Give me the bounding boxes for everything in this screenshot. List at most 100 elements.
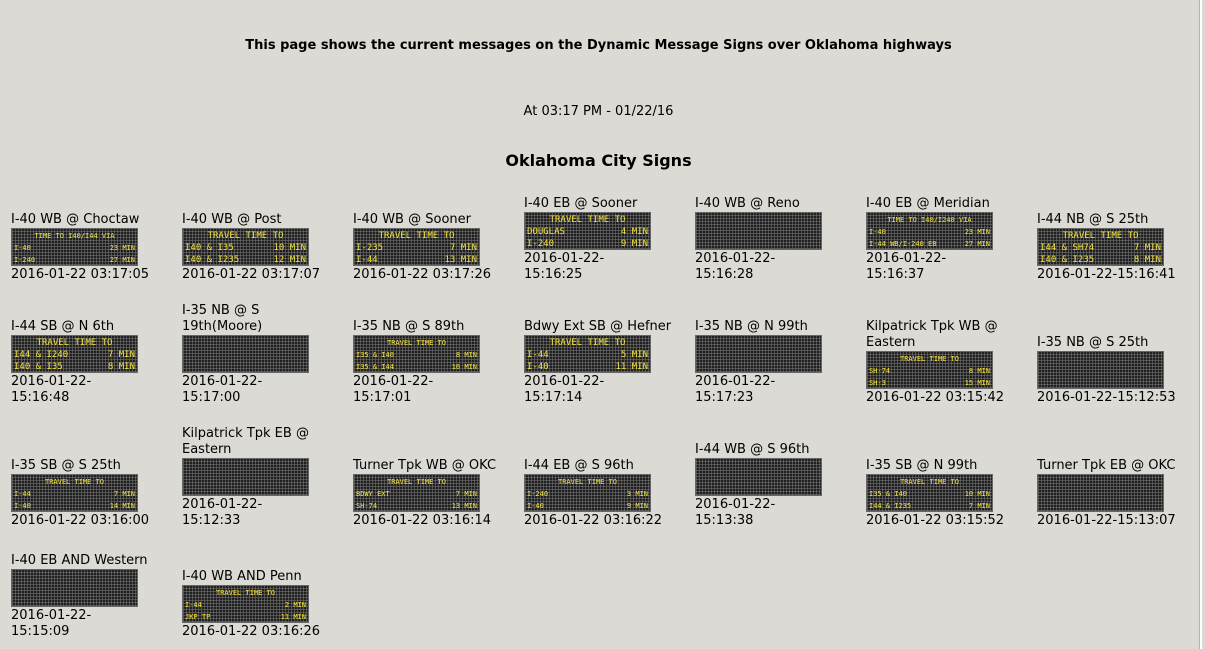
sign-line: I40 & I235 12 MIN (185, 254, 306, 265)
sign-text: I-240 (527, 239, 555, 249)
sign-text: I-40 (869, 228, 886, 236)
sign-line: I44 & I240 7 MIN (14, 349, 135, 361)
sign-line: SH-74 8 MIN (869, 365, 990, 377)
sign-line: TRAVEL TIME TO (14, 337, 135, 349)
sign-text: TRAVEL TIME TO (549, 338, 626, 348)
sign-updated-time: 2016-01-22- 15:16:37 (866, 251, 947, 282)
sign-line: TRAVEL TIME TO (356, 337, 477, 349)
sign-updated-time: 2016-01-22- 15:16:25 (524, 251, 605, 282)
sign-location: I-44 EB @ S 96th (524, 458, 634, 473)
sign-location: I-44 WB @ S 96th (695, 442, 810, 457)
sign-minutes: 11 MIN (280, 613, 306, 621)
sign-minutes: 23 MIN (964, 228, 990, 236)
sign-minutes: 14 MIN (109, 502, 135, 510)
sign-line: I44 & I235 7 MIN (869, 500, 990, 511)
sign-minutes: 5 MIN (620, 350, 648, 360)
sign-card: I-40 EB @ Meridian TIME TO I40/I240 VIA I-… (866, 196, 1037, 283)
page-intro: This page shows the current messages on … (245, 38, 952, 53)
sign-line: TRAVEL TIME TO (185, 587, 306, 599)
sign-line: I35 & I44 16 MIN (356, 361, 477, 372)
sign-text: I-240 (527, 490, 549, 498)
sign-text: I44 & I240 (14, 350, 69, 360)
sign-line: I40 & I35 8 MIN (14, 361, 135, 372)
sign-minutes: 13 MIN (444, 255, 477, 265)
sign-line: I44 & SH74 7 MIN (1040, 242, 1161, 254)
message-sign-display: TRAVEL TIME TO I-44 7 MIN I-40 14 MIN (11, 474, 138, 512)
sign-text: I35 & I40 (356, 351, 394, 359)
sign-updated-time: 2016-01-22 03:16:00 (11, 513, 150, 528)
sign-text: BDWY EXT (356, 490, 390, 498)
sign-updated-time: 2016-01-22-15:12:53 (1037, 390, 1176, 405)
message-sign-display: TIME TO I40/I44 VIA I-40 23 MIN I-240 27 MIN (11, 228, 138, 266)
sign-location: Turner Tpk EB @ OKC (1037, 458, 1176, 473)
message-sign-display (182, 335, 309, 373)
sign-text: I35 & I40 (869, 490, 907, 498)
sign-line: I-44 2 MIN (185, 599, 306, 611)
window-edge-divider (1199, 0, 1202, 649)
sign-location: I-40 WB @ Reno (695, 196, 800, 211)
sign-minutes: 8 MIN (455, 351, 477, 359)
sign-line: TRAVEL TIME TO (185, 230, 306, 242)
sign-line: TRAVEL TIME TO (869, 353, 990, 365)
sign-line: TRAVEL TIME TO (356, 230, 477, 242)
sign-text: I40 & I35 (14, 362, 63, 372)
sign-minutes: 8 MIN (107, 362, 135, 372)
sign-card: I-40 WB @ Reno 2016-01-22- 15:16:28 (695, 196, 866, 283)
sign-location: I-35 NB @ N 99th (695, 319, 808, 334)
sign-minutes: 27 MIN (964, 240, 990, 248)
sign-minutes: 7 MIN (455, 490, 477, 498)
sign-card: Kilpatrick Tpk WB @ Eastern TRAVEL TIME T… (866, 319, 1037, 406)
sign-text: I-44 (527, 350, 549, 360)
message-sign-display: TRAVEL TIME TO I-44 5 MIN I-40 11 MIN (524, 335, 651, 373)
sign-text: TRAVEL TIME TO (899, 355, 959, 363)
sign-minutes: 13 MIN (451, 502, 477, 510)
sign-text: TRAVEL TIME TO (1062, 231, 1139, 241)
message-sign-display: TRAVEL TIME TO I44 & I240 7 MIN I40 & I35 8 … (11, 335, 138, 373)
sign-updated-time: 2016-01-22- 15:16:48 (11, 374, 92, 405)
sign-updated-time: 2016-01-22- 15:17:01 (353, 374, 434, 405)
sign-location: I-40 WB @ Sooner (353, 212, 471, 227)
sign-text: I40 & I35 (185, 243, 234, 253)
sign-updated-time: 2016-01-22- 15:17:00 (182, 374, 263, 405)
sign-card: I-35 NB @ S 89th TRAVEL TIME TO I35 & I40 8… (353, 319, 524, 406)
sign-location: I-40 WB @ Post (182, 212, 282, 227)
sign-minutes: 11 MIN (615, 362, 648, 372)
sign-text: I-44 (14, 490, 31, 498)
sign-line: I-40 23 MIN (869, 226, 990, 238)
message-sign-display: TRAVEL TIME TO I35 & I40 8 MIN I35 & I44 16 … (353, 335, 480, 373)
sign-card: I-35 SB @ N 99th TRAVEL TIME TO I35 & I40 1… (866, 458, 1037, 529)
sign-text: I44 & SH74 (1040, 243, 1095, 253)
sign-updated-time: 2016-01-22 03:15:42 (866, 390, 1005, 405)
sign-text: TRAVEL TIME TO (378, 231, 455, 241)
sign-card: I-35 NB @ S 19th(Moore) 2016-01-22- 15:17:… (182, 303, 353, 406)
message-sign-display: TRAVEL TIME TO I-235 7 MIN I-44 13 MIN (353, 228, 480, 266)
sign-line: BDWY EXT 7 MIN (356, 488, 477, 500)
sign-minutes: 8 MIN (1133, 255, 1161, 265)
sign-line: I-40 14 MIN (14, 500, 135, 511)
message-sign-display (695, 212, 822, 250)
sign-line: I-240 9 MIN (527, 238, 648, 249)
sign-text: SH-3 (869, 379, 886, 387)
sign-line: I35 & I40 8 MIN (356, 349, 477, 361)
sign-card: Bdwy Ext SB @ Hefner TRAVEL TIME TO I-44 5 … (524, 319, 695, 406)
sign-card: I-44 NB @ S 25th TRAVEL TIME TO I44 & SH74… (1037, 212, 1205, 283)
sign-line: JKP TP 11 MIN (185, 611, 306, 622)
sign-updated-time: 2016-01-22-15:16:41 (1037, 267, 1176, 282)
sign-minutes: 2 MIN (284, 601, 306, 609)
sign-location: I-35 SB @ N 99th (866, 458, 978, 473)
sign-line: I-40 23 MIN (14, 242, 135, 254)
sign-line: TRAVEL TIME TO (1040, 230, 1161, 242)
sign-card: I-35 NB @ N 99th 2016-01-22- 15:17:23 (695, 319, 866, 406)
sign-location: I-35 SB @ S 25th (11, 458, 121, 473)
sign-minutes: 23 MIN (109, 244, 135, 252)
sign-row: I-44 SB @ N 6th TRAVEL TIME TO I44 & I240 7… (11, 303, 1205, 406)
sign-text: TRAVEL TIME TO (386, 478, 446, 486)
sign-text: TRAVEL TIME TO (44, 478, 104, 486)
sign-text: I-40 (527, 362, 549, 372)
sign-card: I-35 NB @ S 25th 2016-01-22-15:12:53 (1037, 335, 1205, 406)
message-sign-display: TRAVEL TIME TO I40 & I35 10 MIN I40 & I235 1… (182, 228, 309, 266)
sign-updated-time: 2016-01-22- 15:15:09 (11, 608, 92, 639)
sign-text: JKP TP (185, 613, 211, 621)
sign-line: TRAVEL TIME TO (527, 476, 648, 488)
sign-updated-time: 2016-01-22- 15:12:33 (182, 497, 263, 528)
